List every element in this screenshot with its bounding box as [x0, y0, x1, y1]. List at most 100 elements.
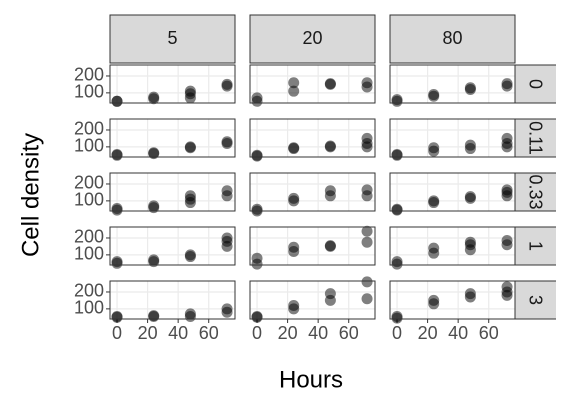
point — [391, 256, 403, 268]
panel-background — [250, 281, 375, 319]
point — [361, 225, 373, 237]
panel-border — [109, 172, 236, 212]
panel-border — [389, 64, 516, 104]
point — [428, 142, 440, 154]
facet-strip — [389, 14, 516, 64]
x-tick-label: 60 — [199, 323, 219, 343]
panel-border — [249, 64, 376, 104]
point — [184, 141, 196, 153]
x-tick-label: 20 — [418, 323, 438, 343]
panel-background — [390, 119, 515, 157]
x-tick-label: 0 — [252, 323, 262, 343]
x-tick-label: 40 — [448, 323, 468, 343]
panel-background — [250, 119, 375, 157]
y-tick-label: 100 — [74, 298, 104, 318]
point — [251, 92, 263, 104]
y-tick-label: 200 — [74, 281, 104, 301]
panel-border — [249, 118, 376, 158]
point — [361, 77, 373, 89]
point — [251, 150, 263, 162]
panel-background — [250, 173, 375, 211]
point — [184, 249, 196, 261]
point — [464, 191, 476, 203]
point — [361, 141, 373, 153]
point — [428, 89, 440, 101]
y-tick-label: 100 — [74, 136, 104, 156]
point — [251, 203, 263, 215]
point — [184, 308, 196, 320]
panel-background — [390, 227, 515, 265]
point — [324, 140, 336, 152]
point — [288, 85, 300, 97]
point — [428, 195, 440, 207]
point — [221, 303, 233, 315]
point — [251, 310, 263, 322]
y-tick-label: 200 — [74, 173, 104, 193]
facet-strip — [513, 172, 556, 212]
panel-background — [110, 119, 235, 157]
point — [361, 184, 373, 196]
point — [428, 242, 440, 254]
point — [501, 184, 513, 196]
x-tick-label: 0 — [112, 323, 122, 343]
y-axis-label: Cell density — [17, 133, 44, 257]
x-tick-label: 40 — [168, 323, 188, 343]
facet-strip — [513, 226, 556, 266]
x-tick-label: 0 — [392, 323, 402, 343]
point — [464, 82, 476, 94]
point — [501, 78, 513, 90]
panel-background — [110, 65, 235, 103]
point — [221, 80, 233, 92]
facet-label: 0 — [525, 79, 545, 89]
y-tick-label: 200 — [74, 227, 104, 247]
panel-background — [390, 281, 515, 319]
point — [148, 310, 160, 322]
point — [148, 254, 160, 266]
facet-label: 0.11 — [525, 121, 545, 155]
point — [288, 77, 300, 89]
point — [501, 235, 513, 247]
y-tick-label: 200 — [74, 119, 104, 139]
facet-strip — [513, 64, 556, 104]
panel-background — [390, 65, 515, 103]
point — [391, 203, 403, 215]
x-tick-label: 20 — [278, 323, 298, 343]
panel-border — [249, 172, 376, 212]
x-tick-label: 20 — [138, 323, 158, 343]
point — [324, 185, 336, 197]
point — [288, 299, 300, 311]
x-axis-label: Hours — [279, 366, 343, 393]
x-tick-label: 60 — [339, 323, 359, 343]
point — [324, 240, 336, 252]
facet-label: 1 — [525, 241, 545, 251]
point — [111, 202, 123, 214]
panel-background — [250, 227, 375, 265]
panel-border — [389, 280, 516, 320]
panel-border — [389, 226, 516, 266]
point — [148, 200, 160, 212]
facet-strip — [513, 280, 556, 320]
facet-label: 20 — [302, 28, 322, 48]
facet-label: 3 — [525, 295, 545, 305]
x-tick-label: 60 — [479, 323, 499, 343]
point — [391, 310, 403, 322]
x-tick-label: 40 — [308, 323, 328, 343]
point — [464, 236, 476, 248]
point — [288, 142, 300, 154]
panel-background — [110, 227, 235, 265]
panel-border — [109, 280, 236, 320]
facet-label: 0.33 — [525, 174, 545, 209]
point — [221, 232, 233, 244]
facet-strip — [249, 14, 376, 64]
point — [324, 78, 336, 90]
point — [391, 94, 403, 106]
panel-border — [109, 226, 236, 266]
point — [288, 241, 300, 253]
point — [148, 147, 160, 159]
y-tick-label: 200 — [74, 65, 104, 85]
y-tick-label: 100 — [74, 82, 104, 102]
point — [361, 236, 373, 248]
row-strips: 0 0.11 0.33 1 3 — [513, 64, 556, 320]
point — [428, 294, 440, 306]
